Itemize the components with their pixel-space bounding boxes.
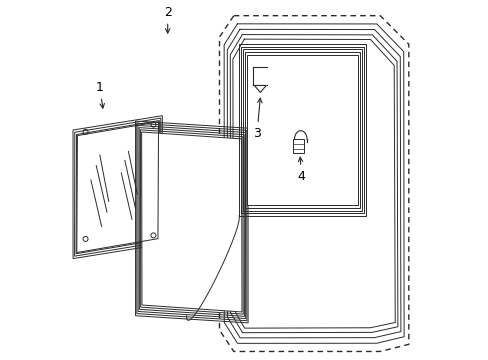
Bar bbox=[292, 139, 304, 153]
Text: 1: 1 bbox=[96, 81, 104, 108]
Polygon shape bbox=[254, 85, 265, 93]
Polygon shape bbox=[246, 55, 358, 206]
Polygon shape bbox=[73, 116, 162, 258]
Polygon shape bbox=[142, 132, 242, 312]
Text: 4: 4 bbox=[297, 157, 305, 183]
Text: 2: 2 bbox=[163, 6, 171, 33]
Text: 3: 3 bbox=[253, 98, 262, 140]
